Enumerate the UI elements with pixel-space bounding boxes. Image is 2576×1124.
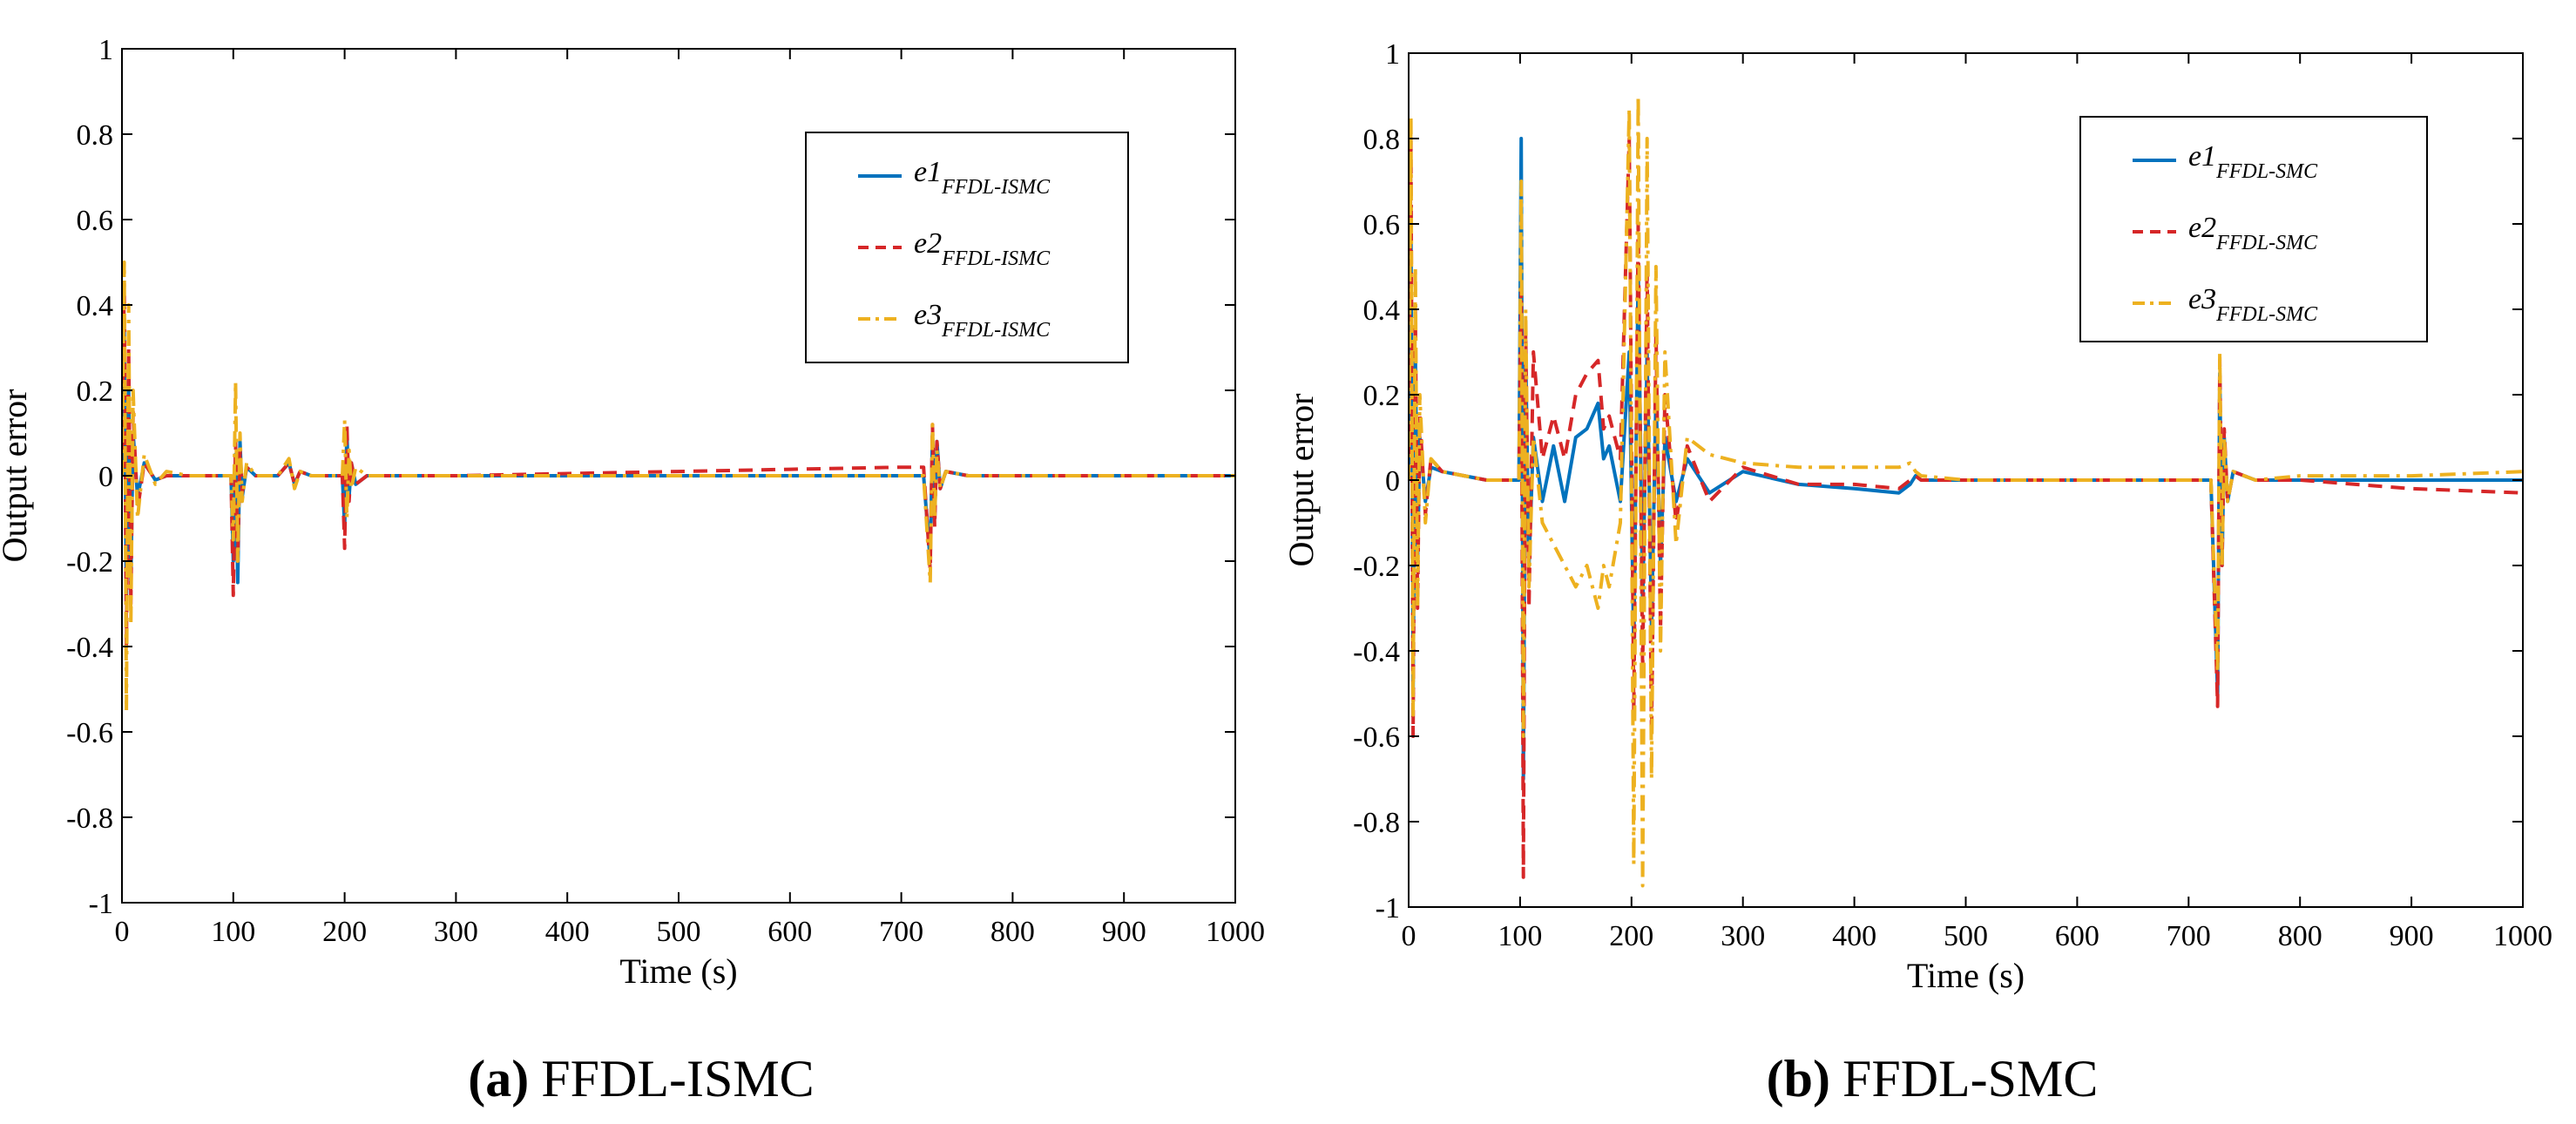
y-tick-label: 0 bbox=[1385, 465, 1400, 498]
y-tick-label: 0.2 bbox=[1363, 380, 1401, 412]
series-line-e2 bbox=[1409, 137, 2523, 879]
legend-series-name: e2 bbox=[914, 227, 942, 260]
panel-caption: (b) FFDL-SMC bbox=[1767, 1050, 2099, 1107]
y-tick-label: -0.6 bbox=[1353, 721, 1400, 754]
legend-label-e2: e2FFDL-ISMC bbox=[914, 227, 1051, 270]
legend-label-e3: e3FFDL-SMC bbox=[2188, 283, 2318, 326]
x-tick-label: 200 bbox=[1609, 920, 1653, 952]
legend-series-name: e1 bbox=[914, 156, 942, 188]
x-tick-label: 500 bbox=[1944, 920, 1988, 952]
x-tick-label: 600 bbox=[2055, 920, 2099, 952]
legend-series-subscript: FFDL-ISMC bbox=[941, 176, 1051, 199]
y-tick-label: 0.8 bbox=[77, 119, 114, 152]
y-tick-label: 1 bbox=[98, 34, 113, 66]
x-tick-label: 700 bbox=[879, 916, 923, 948]
x-tick-label: 1000 bbox=[2493, 920, 2552, 952]
x-tick-label: 300 bbox=[434, 916, 478, 948]
legend-label-e2: e2FFDL-SMC bbox=[2188, 212, 2318, 254]
y-tick-label: -0.8 bbox=[66, 802, 113, 835]
x-tick-label: 0 bbox=[115, 916, 130, 948]
chart-panel-b: 0 100 200 300 400 500 600 700 800 900 1000 -1 -0.8 -0… bbox=[1281, 38, 2552, 1107]
series-line-e3 bbox=[122, 261, 1235, 713]
y-tick-label: 0.2 bbox=[77, 376, 114, 408]
y-tick-label: 1 bbox=[1385, 38, 1400, 71]
y-tick-label: -1 bbox=[1376, 892, 1400, 924]
x-tick-label: 800 bbox=[991, 916, 1035, 948]
y-tick-label: -0.6 bbox=[66, 717, 113, 749]
y-tick-label: 0.8 bbox=[1363, 124, 1401, 156]
y-tick-label: -0.2 bbox=[66, 546, 113, 579]
legend-series-subscript: FFDL-ISMC bbox=[941, 247, 1051, 270]
caption-label: (b) bbox=[1767, 1050, 1830, 1107]
legend-series-name: e3 bbox=[914, 299, 942, 331]
x-tick-label: 200 bbox=[322, 916, 367, 948]
legend-series-name: e3 bbox=[2188, 283, 2216, 315]
x-tick-label: 400 bbox=[1832, 920, 1876, 952]
y-tick-label: -0.8 bbox=[1353, 807, 1400, 839]
legend-label-e1: e1FFDL-SMC bbox=[2188, 140, 2318, 183]
legend-series-subscript: FFDL-SMC bbox=[2215, 303, 2318, 326]
y-axis-label: Output error bbox=[1281, 394, 1321, 567]
y-tick-label: 0.4 bbox=[1363, 295, 1401, 327]
y-tick-label: 0 bbox=[98, 461, 113, 493]
legend-series-subscript: FFDL-SMC bbox=[2215, 232, 2318, 254]
x-axis-label: Time (s) bbox=[1907, 956, 2025, 995]
y-tick-label: -0.4 bbox=[1353, 636, 1400, 668]
caption-label: (a) bbox=[468, 1050, 529, 1107]
x-tick-label: 900 bbox=[1102, 916, 1146, 948]
x-tick-label: 600 bbox=[767, 916, 812, 948]
chart-panel-a: 0 100 200 300 400 500 600 700 800 900 1000 -1 -0.8 -0… bbox=[0, 34, 1265, 1107]
x-tick-label: 1000 bbox=[1206, 916, 1265, 948]
series-line-e3 bbox=[1409, 94, 2523, 888]
y-tick-label: 0.4 bbox=[77, 290, 114, 322]
x-tick-label: 100 bbox=[1498, 920, 1542, 952]
x-tick-label: 800 bbox=[2278, 920, 2322, 952]
legend-label-e1: e1FFDL-ISMC bbox=[914, 156, 1051, 199]
x-tick-label: 500 bbox=[657, 916, 701, 948]
y-axis-label: Output error bbox=[0, 389, 34, 563]
x-axis-label: Time (s) bbox=[619, 951, 737, 991]
y-tick-label: -0.2 bbox=[1353, 551, 1400, 583]
caption-text: FFDL-SMC bbox=[1842, 1050, 2098, 1107]
x-tick-label: 300 bbox=[1721, 920, 1765, 952]
legend-series-name: e2 bbox=[2188, 212, 2216, 244]
y-tick-label: 0.6 bbox=[1363, 209, 1401, 241]
x-tick-label: 0 bbox=[1402, 920, 1416, 952]
x-tick-label: 900 bbox=[2390, 920, 2434, 952]
x-tick-label: 100 bbox=[211, 916, 255, 948]
legend-box bbox=[2079, 116, 2428, 342]
legend-series-name: e1 bbox=[2188, 140, 2216, 173]
panel-caption: (a) FFDL-ISMC bbox=[468, 1050, 814, 1107]
legend-series-subscript: FFDL-SMC bbox=[2215, 160, 2318, 183]
caption-text: FFDL-ISMC bbox=[541, 1050, 814, 1107]
y-tick-label: -0.4 bbox=[66, 632, 113, 664]
legend-label-e3: e3FFDL-ISMC bbox=[914, 299, 1051, 342]
x-tick-label: 700 bbox=[2167, 920, 2211, 952]
y-tick-label: 0.6 bbox=[77, 205, 114, 237]
y-tick-label: -1 bbox=[89, 888, 113, 920]
x-tick-label: 400 bbox=[545, 916, 590, 948]
legend-series-subscript: FFDL-ISMC bbox=[941, 319, 1051, 342]
